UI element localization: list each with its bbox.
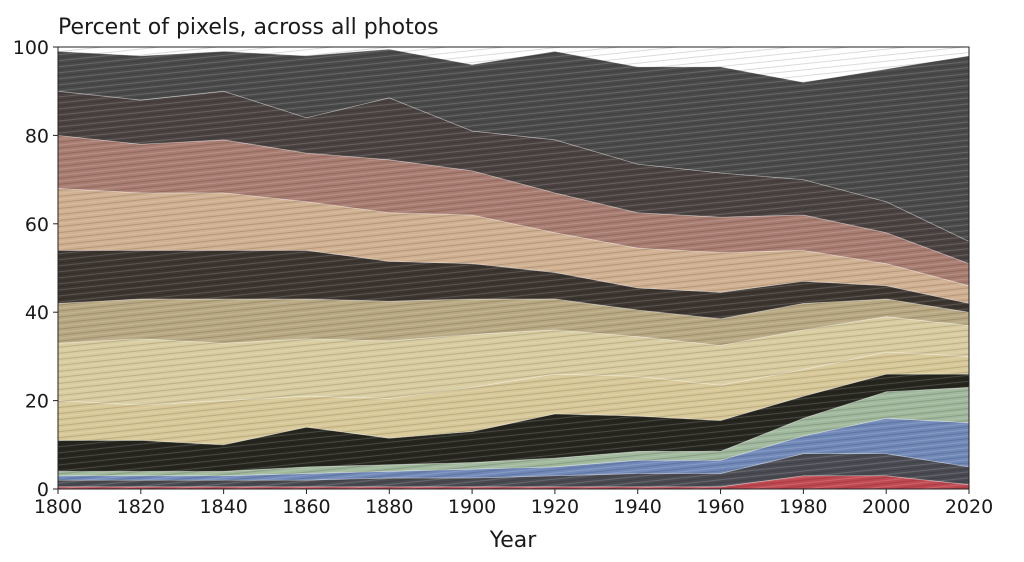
y-tick-label: 40 xyxy=(25,302,49,324)
x-tick-label: 1800 xyxy=(34,496,82,518)
y-axis: 0 20 40 60 80 100 xyxy=(13,37,58,501)
x-tick-label: 1860 xyxy=(282,496,330,518)
x-tick-label: 1940 xyxy=(614,496,662,518)
y-tick-label: 100 xyxy=(13,37,49,59)
x-axis-label: Year xyxy=(489,528,538,553)
x-tick-label: 1840 xyxy=(199,496,247,518)
y-tick-label: 80 xyxy=(25,125,49,147)
chart-title: Percent of pixels, across all photos xyxy=(58,15,439,40)
x-tick-label: 1920 xyxy=(531,496,579,518)
stripe-texture-overlay xyxy=(58,47,969,489)
x-tick-label: 1900 xyxy=(448,496,496,518)
y-tick-label: 0 xyxy=(37,479,49,501)
y-tick-label: 60 xyxy=(25,214,49,236)
x-tick-label: 2000 xyxy=(862,496,910,518)
x-tick-label: 1820 xyxy=(117,496,165,518)
x-tick-label: 2020 xyxy=(945,496,993,518)
x-tick-label: 1960 xyxy=(696,496,744,518)
x-axis: 1800 1820 1840 1860 1880 1900 1920 1940 1960 1980… xyxy=(34,489,993,518)
x-tick-label: 1980 xyxy=(779,496,827,518)
plot-frame xyxy=(57,46,970,490)
x-tick-label: 1880 xyxy=(365,496,413,518)
y-tick-label: 20 xyxy=(25,391,49,413)
